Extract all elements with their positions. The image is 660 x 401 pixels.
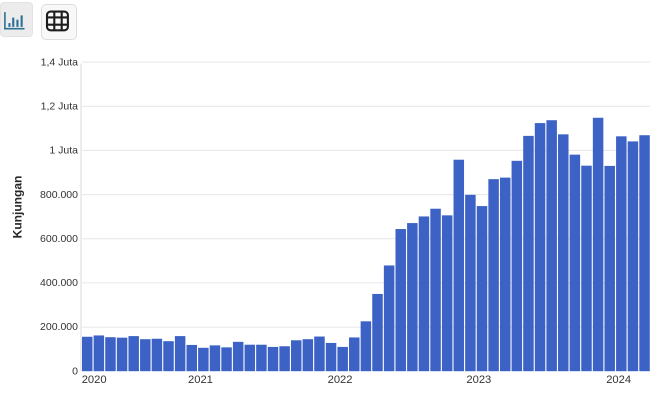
- svg-text:2023: 2023: [466, 374, 491, 386]
- svg-text:600.000: 600.000: [40, 233, 78, 245]
- svg-text:Kunjungan: Kunjungan: [11, 176, 25, 239]
- svg-text:400.000: 400.000: [40, 277, 78, 289]
- svg-text:1 Juta: 1 Juta: [49, 145, 78, 157]
- svg-text:0: 0: [72, 365, 78, 377]
- svg-text:1,4 Juta: 1,4 Juta: [41, 56, 79, 68]
- svg-text:200.000: 200.000: [40, 321, 78, 333]
- svg-text:2020: 2020: [82, 374, 107, 386]
- svg-text:2021: 2021: [188, 374, 213, 386]
- svg-text:1,2 Juta: 1,2 Juta: [41, 101, 79, 113]
- svg-text:2022: 2022: [328, 374, 353, 386]
- svg-text:800.000: 800.000: [40, 189, 78, 201]
- svg-text:2024: 2024: [606, 374, 631, 386]
